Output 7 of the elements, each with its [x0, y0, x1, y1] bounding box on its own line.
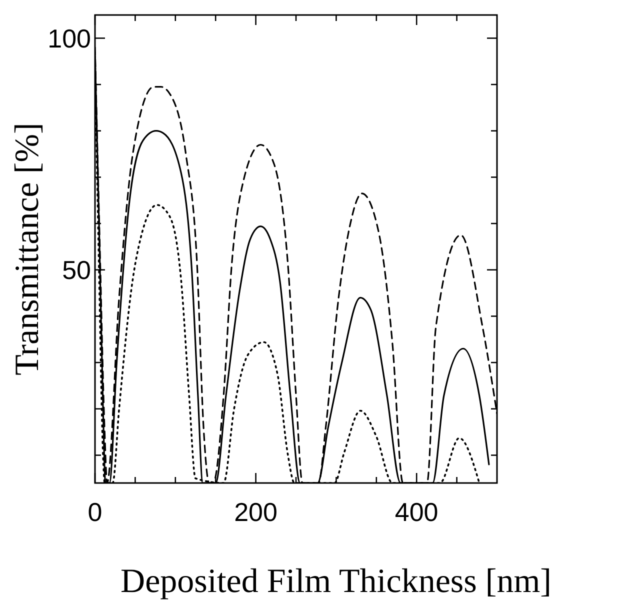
- x-tick-label: 400: [394, 497, 438, 527]
- x-tick-label: 200: [234, 497, 278, 527]
- x-axis-title: Deposited Film Thickness [nm]: [120, 563, 552, 600]
- x-tick-label: 0: [88, 497, 102, 527]
- y-tick-label: 50: [62, 254, 91, 285]
- y-axis-title: Transmittance [%]: [9, 122, 46, 376]
- y-tick-label: 100: [48, 23, 91, 54]
